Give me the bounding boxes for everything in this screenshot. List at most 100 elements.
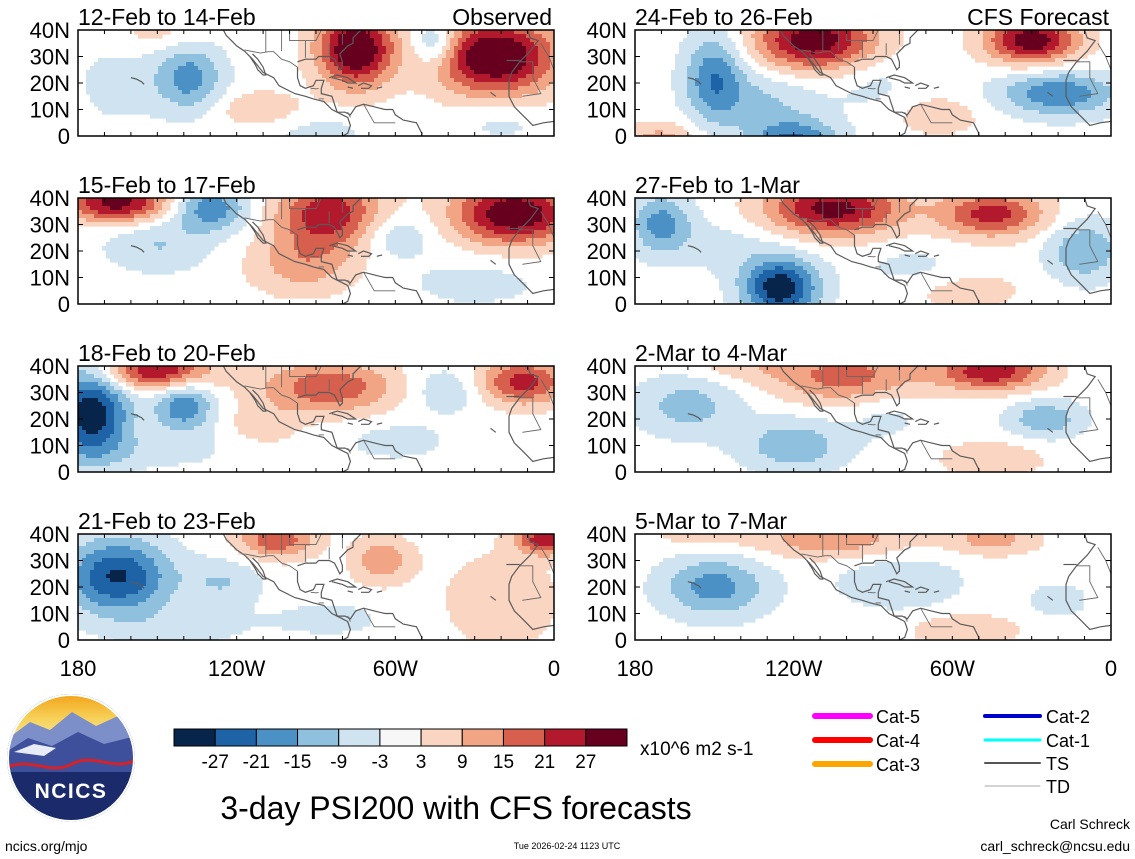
x-tick-label: 180	[617, 656, 654, 681]
colorbar-tick-label: -9	[330, 752, 347, 773]
y-tick-label: 20N	[587, 407, 627, 432]
x-tick-label: 60W	[373, 656, 418, 681]
panel-source-label: CFS Forecast	[967, 4, 1109, 30]
borders	[801, 534, 1111, 628]
footer-author: Carl Schreck	[1050, 816, 1131, 832]
x-tick-label: 0	[548, 656, 560, 681]
panel-period-label: 18-Feb to 20-Feb	[78, 340, 256, 366]
panel-period-label: 2-Mar to 4-Mar	[635, 340, 787, 366]
borders	[244, 198, 554, 292]
coastlines	[130, 366, 554, 472]
y-tick-label: 0	[58, 628, 70, 653]
map-panels: 12-Feb to 14-Feb Observed 15-Feb to 17-Feb…	[77, 4, 1112, 641]
psi-contour-field	[78, 198, 554, 303]
psi-contour-field	[635, 30, 1111, 136]
colorbar-swatch	[544, 728, 587, 747]
coastlines	[130, 30, 554, 136]
logo-text: NCICS	[35, 780, 108, 803]
panel-period-label: 21-Feb to 23-Feb	[78, 508, 256, 534]
y-tick-label: 0	[615, 292, 627, 317]
colorbar-swatch	[461, 728, 504, 747]
psi-contour-field	[635, 366, 1092, 472]
colorbar-swatch	[173, 728, 216, 747]
chart-title: 3-day PSI200 with CFS forecasts	[220, 790, 691, 826]
y-tick-label: 40N	[587, 354, 627, 379]
track-label: Cat-5	[876, 707, 920, 727]
y-tick-label: 10N	[30, 98, 70, 123]
y-tick-label: 30N	[30, 213, 70, 238]
map-panel	[78, 366, 554, 472]
psi-contour-field	[78, 534, 554, 640]
colorbar-tick-label: 21	[534, 752, 555, 773]
y-tick-label: 20N	[30, 71, 70, 96]
coastlines	[687, 30, 1111, 136]
track-label: TD	[1046, 777, 1070, 797]
y-tick-label: 30N	[587, 549, 627, 574]
y-tick-label: 10N	[587, 266, 627, 291]
y-tick-label: 0	[58, 124, 70, 149]
y-tick-label: 10N	[587, 98, 627, 123]
map-panel	[78, 198, 554, 304]
colorbar-swatch	[420, 728, 463, 747]
borders	[801, 30, 1111, 124]
map-panel	[86, 30, 554, 136]
x-tick-label: 120W	[208, 656, 266, 681]
y-tick-label: 10N	[587, 602, 627, 627]
y-tick-label: 30N	[587, 381, 627, 406]
coastlines	[687, 534, 1111, 640]
colorbar-tick-label: -15	[284, 752, 311, 773]
x-tick-label: 0	[1105, 656, 1117, 681]
borders	[244, 534, 554, 628]
colorbar-swatch	[502, 728, 546, 747]
map-panel	[635, 30, 1111, 136]
borders	[801, 366, 1111, 460]
y-tick-label: 40N	[587, 522, 627, 547]
colorbar-swatch	[255, 728, 299, 747]
colorbar-tick-label: -3	[371, 752, 388, 773]
y-tick-label: 40N	[30, 18, 70, 43]
y-tick-label: 20N	[587, 575, 627, 600]
colorbar-swatch	[214, 728, 257, 747]
footer-email: carl_schreck@ncsu.edu	[980, 838, 1130, 854]
ncics-logo: NCICS	[7, 694, 135, 822]
map-panel	[78, 534, 554, 640]
y-tick-label: 20N	[30, 239, 70, 264]
y-tick-label: 40N	[587, 18, 627, 43]
y-tick-label: 20N	[587, 239, 627, 264]
y-tick-label: 40N	[587, 186, 627, 211]
y-tick-label: 0	[615, 460, 627, 485]
psi-contour-field	[643, 534, 1084, 640]
colorbar-tick-label: 3	[416, 752, 427, 773]
panel-period-label: 15-Feb to 17-Feb	[78, 172, 256, 198]
y-tick-label: 30N	[587, 213, 627, 238]
colorbar-tick-label: 27	[575, 752, 596, 773]
psi-contour-field	[78, 366, 554, 472]
panel-period-label: 24-Feb to 26-Feb	[635, 4, 813, 30]
y-tick-label: 0	[58, 292, 70, 317]
y-tick-label: 20N	[30, 407, 70, 432]
map-panel	[635, 198, 1111, 304]
y-tick-label: 40N	[30, 522, 70, 547]
track-label: Cat-2	[1046, 707, 1090, 727]
footer-url: ncics.org/mjo	[5, 838, 88, 854]
y-tick-label: 10N	[30, 434, 70, 459]
x-tick-label: 60W	[930, 656, 975, 681]
x-tick-label: 120W	[765, 656, 823, 681]
track-label: Cat-4	[876, 731, 920, 751]
y-tick-label: 30N	[587, 45, 627, 70]
axis-labels: 40N30N20N10N040N30N20N10N040N30N20N10N04…	[30, 18, 1117, 681]
y-tick-label: 40N	[30, 354, 70, 379]
y-tick-label: 30N	[30, 45, 70, 70]
colorbar-tick-label: -27	[201, 752, 228, 773]
colorbar-swatch	[379, 728, 422, 747]
y-tick-label: 30N	[30, 549, 70, 574]
y-tick-label: 10N	[30, 602, 70, 627]
map-panel	[635, 366, 1111, 472]
panel-period-label: 27-Feb to 1-Mar	[635, 172, 800, 198]
y-tick-label: 10N	[30, 266, 70, 291]
footer-timestamp: Tue 2026-02-24 1123 UTC	[514, 841, 621, 851]
coastlines	[687, 366, 1111, 472]
x-tick-label: 180	[60, 656, 97, 681]
coastlines	[687, 198, 1111, 304]
